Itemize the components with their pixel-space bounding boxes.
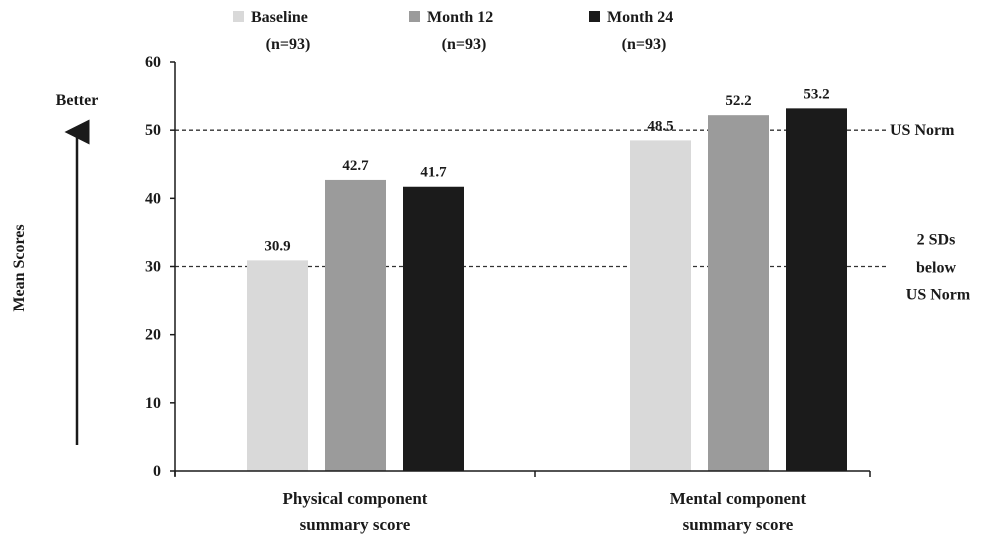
axes <box>174 62 871 477</box>
category-label-2-line-2: summary score <box>683 515 794 534</box>
category-label-1-line-1: Physical component <box>283 489 428 508</box>
value-label-1-1: 30.9 <box>264 238 290 254</box>
x-category-labels: Physical component summary score Mental co… <box>283 489 807 534</box>
bar-2-1 <box>630 140 691 471</box>
value-label-1-3: 41.7 <box>420 165 447 181</box>
reference-label-2-line-3: US Norm <box>906 287 971 304</box>
value-labels: 30.9 42.7 41.7 48.5 52.2 53.2 <box>264 86 829 254</box>
category-label-1-line-2: summary score <box>300 515 411 534</box>
better-indicator: Better <box>56 92 99 445</box>
bar-1-2 <box>325 179 386 471</box>
legend-n-3: (n=93) <box>622 36 667 53</box>
y-tick-label-7: 60 <box>145 54 161 71</box>
value-label-1-2: 42.7 <box>342 158 369 174</box>
legend-label-1: Baseline <box>251 9 308 26</box>
legend-swatch-1 <box>233 11 244 22</box>
bars <box>247 108 847 472</box>
value-label-2-3: 53.2 <box>803 86 829 102</box>
y-axis-label: Mean Scores <box>11 224 28 311</box>
reference-label-2-line-1: 2 SDs <box>917 232 956 249</box>
reference-label-1: US Norm <box>890 122 955 139</box>
legend: Baseline (n=93) Month 12 (n=93) Month 24 (n=9… <box>233 9 673 53</box>
legend-swatch-3 <box>589 11 600 22</box>
bar-1-1 <box>247 260 308 471</box>
legend-n-1: (n=93) <box>266 36 311 53</box>
reference-label-2-line-2: below <box>916 260 956 277</box>
legend-swatch-2 <box>409 11 420 22</box>
legend-n-2: (n=93) <box>442 36 487 53</box>
legend-label-3: Month 24 <box>607 9 673 26</box>
value-label-2-1: 48.5 <box>647 118 673 134</box>
category-label-2-line-1: Mental component <box>670 489 807 508</box>
y-axis-title: Mean Scores <box>11 224 28 311</box>
y-ticks: 0 10 20 30 40 50 60 <box>145 54 175 480</box>
y-tick-label-4: 30 <box>145 259 161 276</box>
bar-2-2 <box>708 115 769 472</box>
reference-lines: US Norm 2 SDs below US Norm <box>175 122 971 304</box>
y-tick-label-2: 10 <box>145 395 161 412</box>
better-label: Better <box>56 92 99 109</box>
legend-label-2: Month 12 <box>427 9 493 26</box>
y-tick-label-5: 40 <box>145 190 161 207</box>
bar-2-3 <box>786 108 847 471</box>
y-tick-label-6: 50 <box>145 122 161 139</box>
value-label-2-2: 52.2 <box>725 93 751 109</box>
bar-1-3 <box>403 186 464 471</box>
y-tick-label-1: 0 <box>153 463 161 480</box>
y-tick-label-3: 20 <box>145 327 161 344</box>
